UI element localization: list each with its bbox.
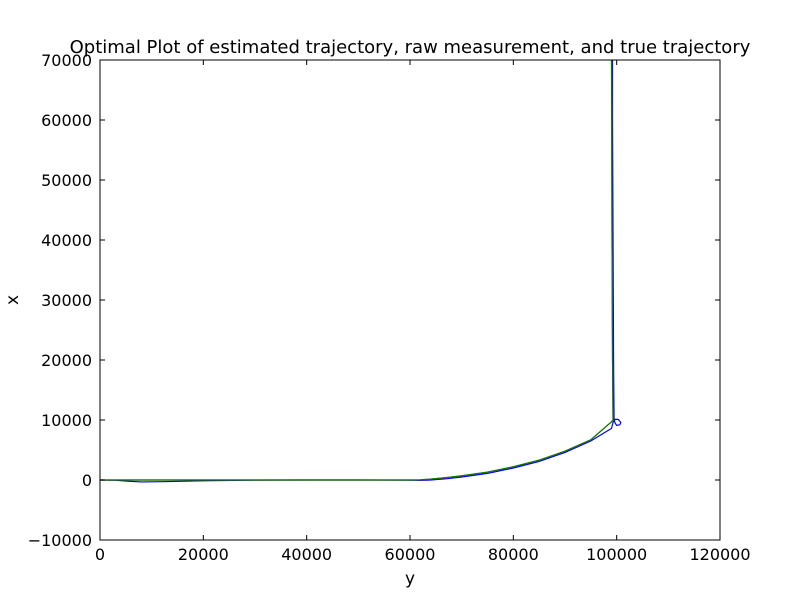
x-tick-label: 120000: [689, 545, 750, 564]
y-tick-label: 30000: [41, 291, 92, 310]
ticks-layer: 0 20000 40000 60000 80000 100000 120000−100000…: [28, 51, 751, 564]
x-tick-label: 20000: [178, 545, 229, 564]
series-line-1: [100, 59, 614, 481]
y-tick-label: 40000: [41, 231, 92, 250]
x-tick-label: 40000: [281, 545, 332, 564]
y-tick-label: 50000: [41, 171, 92, 190]
plot-frame: [99, 59, 721, 541]
y-tick-label: 0: [82, 471, 92, 490]
x-tick-label: 80000: [488, 545, 539, 564]
y-axis-label: x: [3, 295, 23, 305]
y-tick-label: 20000: [41, 351, 92, 370]
series-line-2: [100, 59, 614, 481]
y-tick-label: 10000: [41, 411, 92, 430]
x-tick-label: 0: [95, 545, 105, 564]
x-tick-label: 60000: [385, 545, 436, 564]
x-axis-label: y: [405, 569, 415, 589]
y-tick-label: −10000: [28, 531, 92, 550]
chart-title: Optimal Plot of estimated trajectory, ra…: [70, 37, 751, 58]
x-tick-label: 100000: [586, 545, 647, 564]
series-layer: [99, 59, 622, 483]
y-tick-label: 70000: [41, 51, 92, 70]
y-tick-label: 60000: [41, 111, 92, 130]
series-line-0: [99, 60, 622, 483]
